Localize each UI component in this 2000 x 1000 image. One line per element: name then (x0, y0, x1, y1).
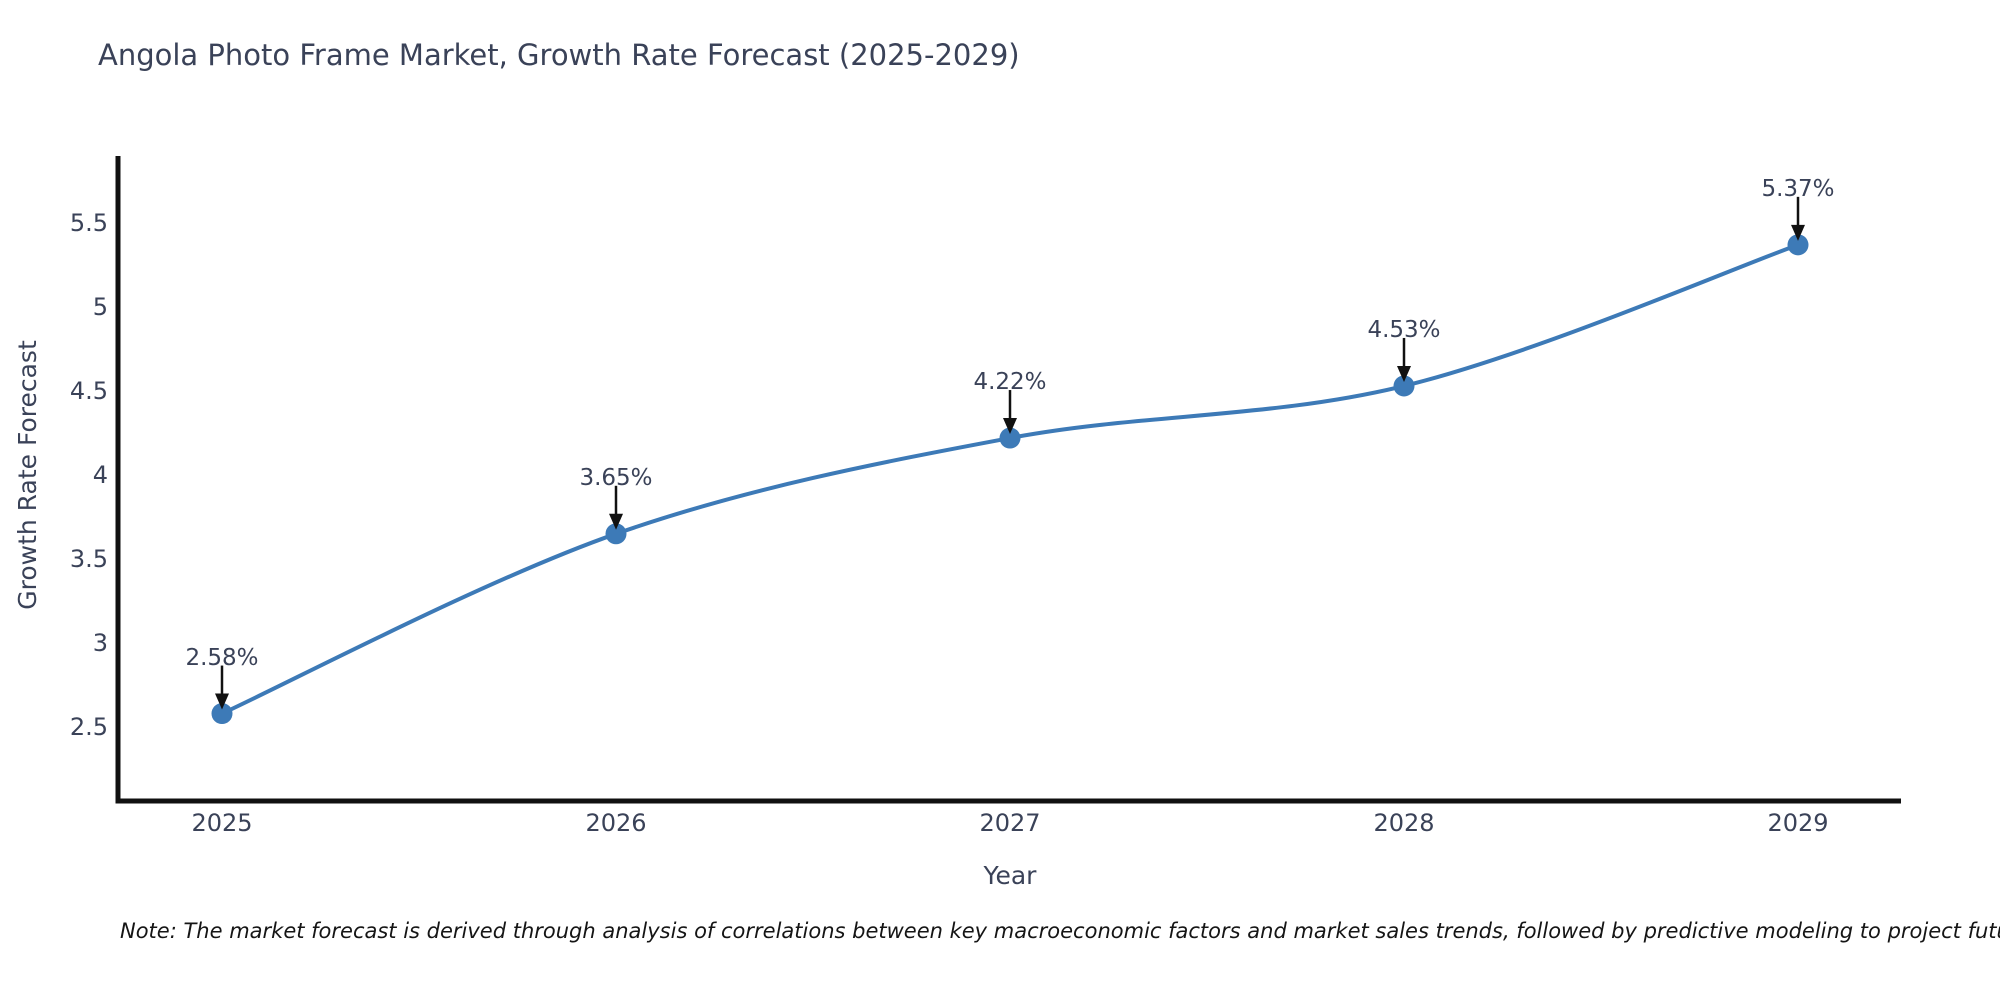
point-value-label: 4.22% (973, 369, 1047, 396)
data-point-marker (605, 523, 627, 545)
data-point-marker (1787, 234, 1809, 256)
footnote: Note: The market forecast is derived thr… (120, 919, 2000, 943)
y-tick-label: 5 (92, 293, 108, 321)
annotation-arrowhead (215, 693, 229, 710)
point-value-label: 2.58% (185, 644, 259, 671)
annotation-arrowhead (1397, 365, 1411, 382)
data-point-marker (1393, 375, 1415, 397)
x-tick-label: 2026 (585, 809, 647, 837)
x-tick-label: 2028 (1373, 809, 1435, 837)
x-tick-label: 2029 (1767, 809, 1829, 837)
annotation-arrowhead (1791, 224, 1805, 241)
y-tick-label: 4 (92, 461, 108, 489)
y-tick-label: 2.5 (69, 713, 108, 741)
x-axis-title: Year (983, 861, 1037, 890)
y-tick-label: 3.5 (69, 545, 108, 573)
y-tick-label: 3 (92, 629, 108, 657)
point-value-label: 3.65% (579, 464, 653, 491)
data-point-marker (211, 703, 233, 725)
point-value-label: 5.37% (1761, 175, 1835, 202)
y-tick-label: 4.5 (69, 377, 108, 405)
chart-title: Angola Photo Frame Market, Growth Rate F… (98, 38, 1020, 72)
annotation-arrowhead (1003, 418, 1017, 435)
x-tick-label: 2027 (979, 809, 1041, 837)
data-point-marker (999, 427, 1021, 449)
x-tick-label: 2025 (191, 809, 253, 837)
annotation-arrowhead (609, 513, 623, 530)
y-tick-label: 5.5 (69, 209, 108, 237)
point-value-label: 4.53% (1367, 316, 1441, 343)
axis-spines (115, 156, 1901, 804)
trend-line (220, 242, 1800, 716)
